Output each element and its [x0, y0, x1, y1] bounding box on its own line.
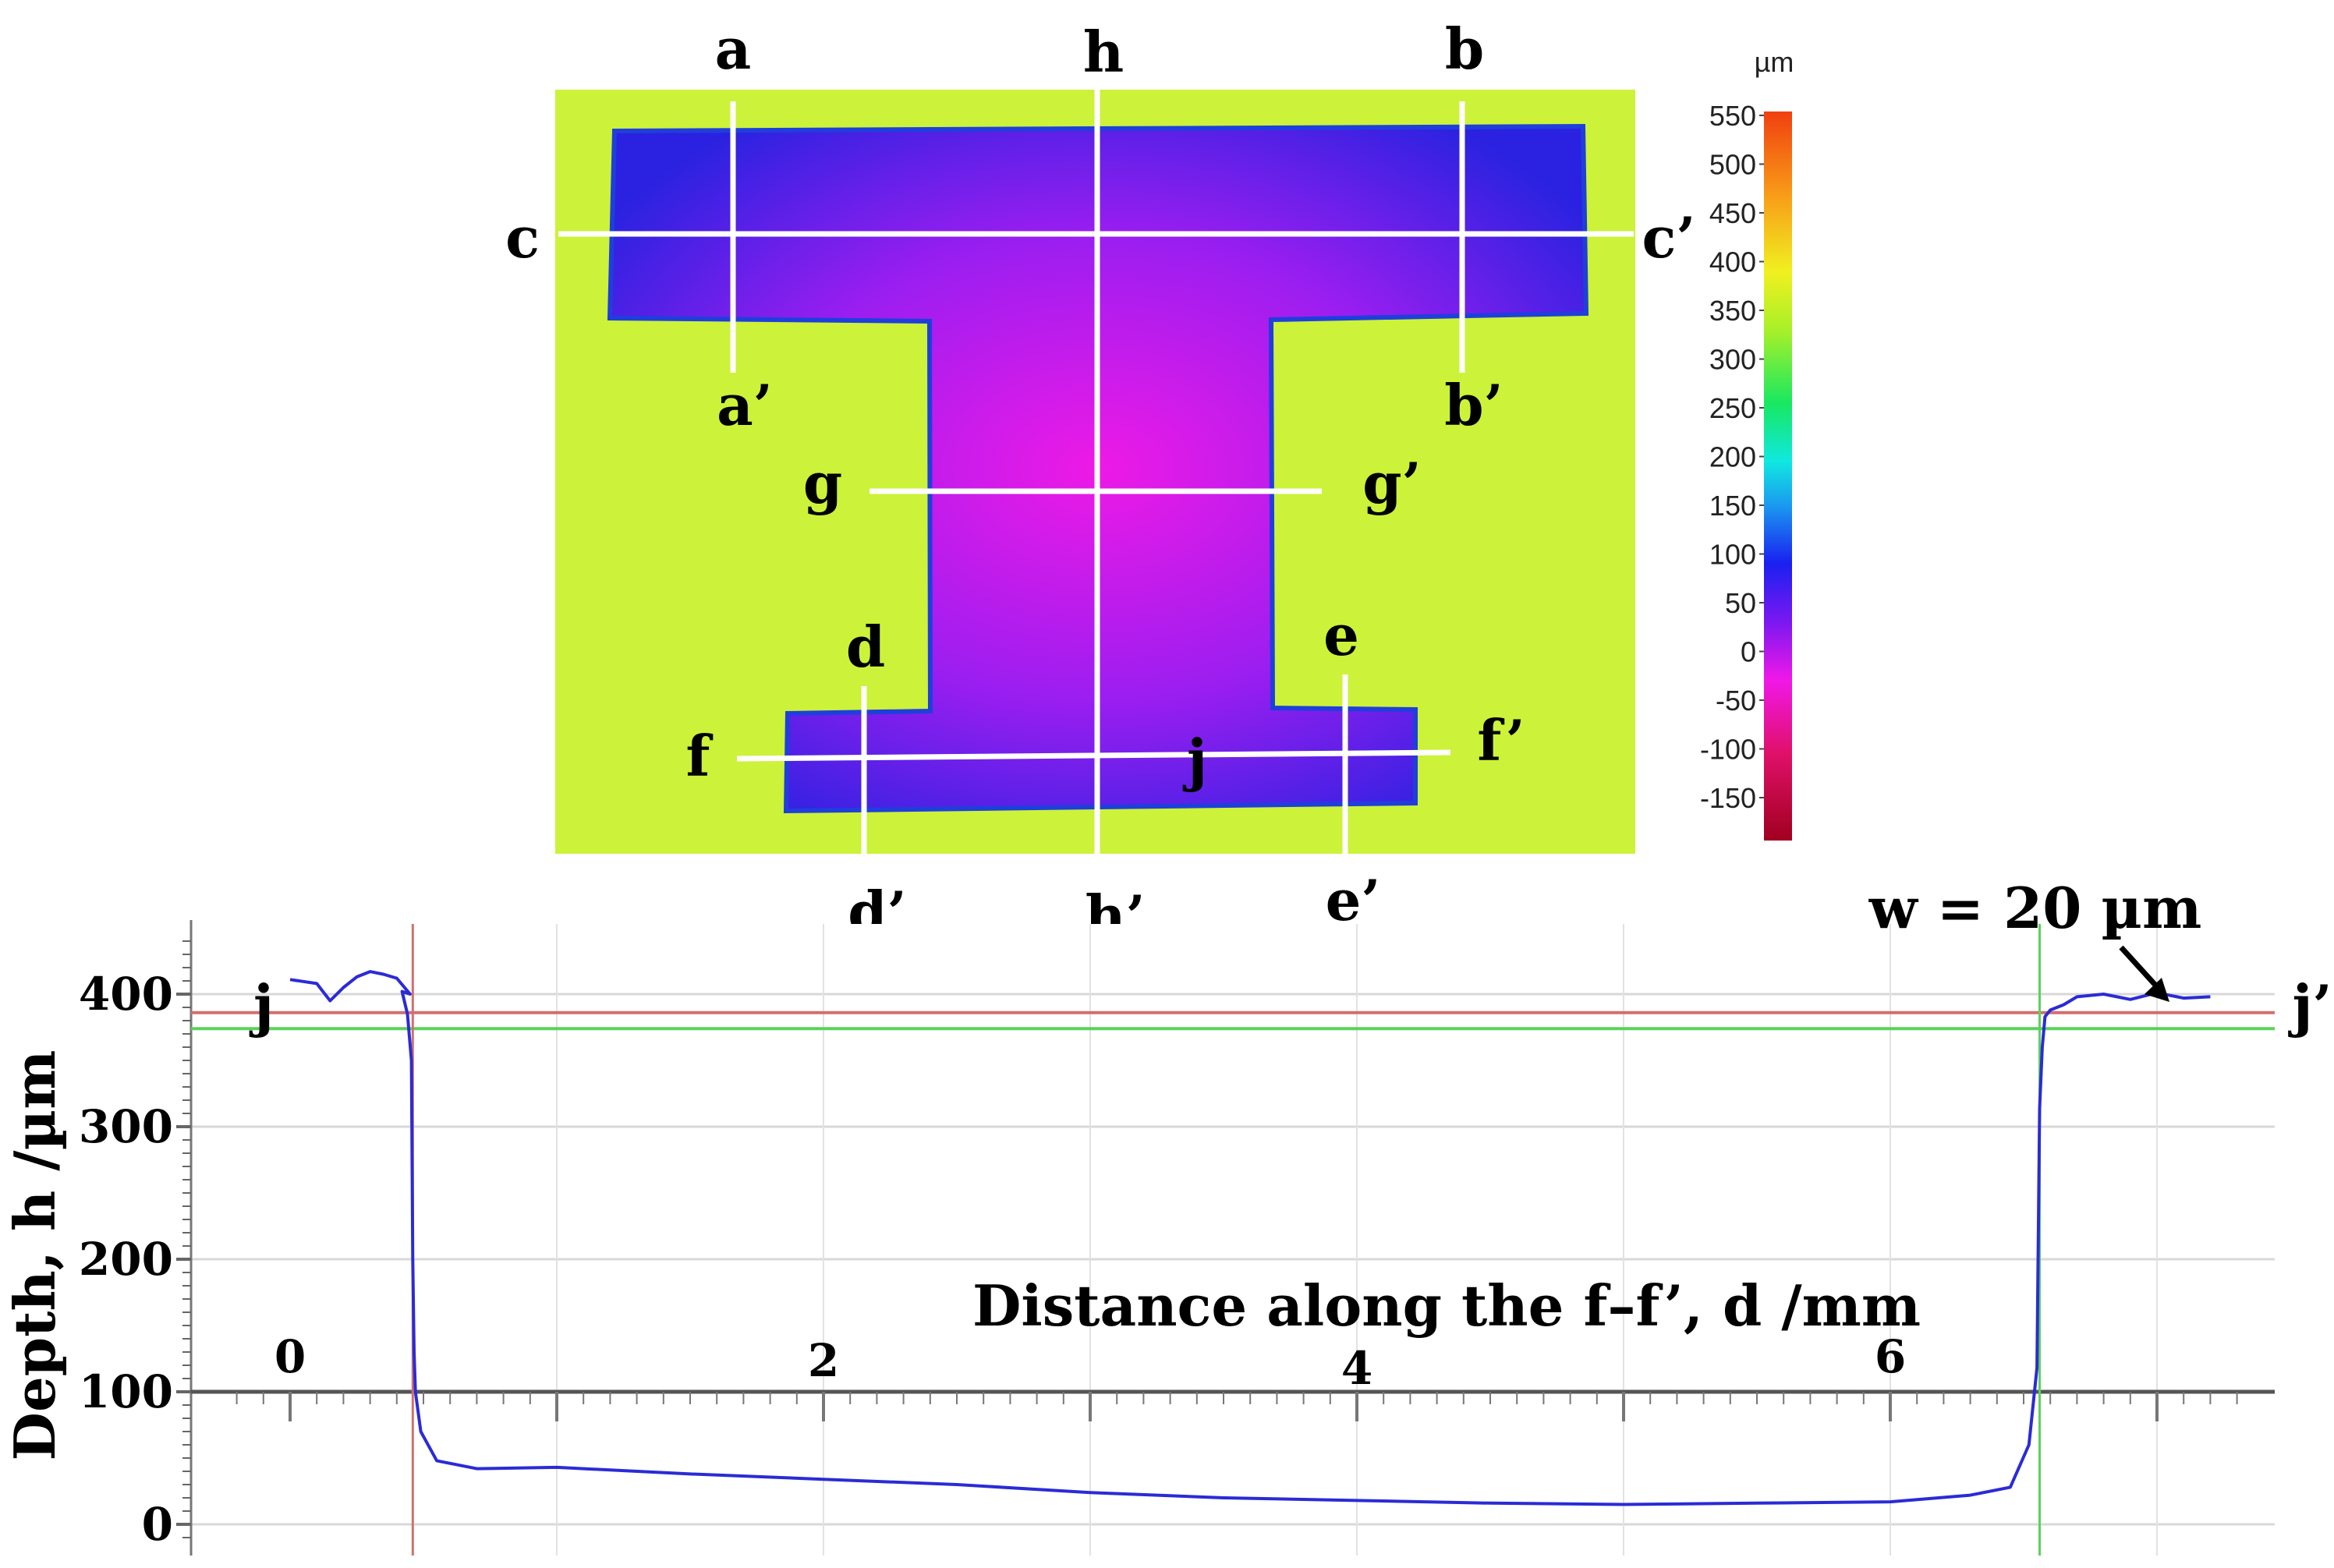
label-d: d — [846, 614, 885, 680]
color-scale-tick-label: -100 — [1700, 734, 1756, 766]
y-tick-label: 300 — [79, 1100, 173, 1153]
label-e: e — [1323, 602, 1359, 668]
label-g-end: g’ — [1362, 450, 1421, 516]
label-f-end: f’ — [1477, 707, 1525, 773]
x-tick-label: 0 — [274, 1330, 306, 1383]
color-scale-tick-label: 500 — [1709, 149, 1756, 181]
x-tick-label: 4 — [1341, 1342, 1372, 1395]
color-scale-tick-label: 0 — [1741, 636, 1756, 668]
measure-lines — [558, 90, 1634, 854]
y-axis: 400 300 200 100 0 — [79, 920, 193, 1556]
color-scale-tick-label: 150 — [1709, 490, 1756, 522]
depth-profile-line — [289, 970, 2211, 1506]
annotation-arrow — [2119, 945, 2162, 993]
color-scale-tick-label: 400 — [1709, 246, 1756, 278]
label-c: c — [505, 204, 540, 271]
color-scale-tick-label: 200 — [1709, 441, 1756, 473]
profile-start-label: j — [249, 972, 274, 1039]
line-f — [736, 749, 1451, 762]
color-scale-tick-label: 250 — [1709, 392, 1756, 424]
x-axis-title: Distance along the f–f’, d /mm — [972, 1272, 1921, 1339]
label-j: j — [1182, 727, 1207, 793]
y-tick-label: 200 — [79, 1233, 173, 1286]
color-scale-bar — [1764, 111, 1792, 841]
label-b: b — [1445, 16, 1484, 82]
y-tick-label: 0 — [142, 1498, 173, 1551]
label-c-end: c’ — [1642, 204, 1696, 271]
x-tick-label: 6 — [1875, 1330, 1906, 1383]
y-axis-title: Depth, h /µm — [2, 1050, 68, 1461]
color-scale-tick-label: 550 — [1709, 100, 1756, 132]
line-labels: a h b c c’ a’ b’ g g’ d e f f’ j d’ h’ e… — [505, 16, 1695, 949]
color-scale-tick-label: 450 — [1709, 197, 1756, 229]
series-layer — [289, 970, 2211, 1506]
color-scale-unit: µm — [1755, 46, 1794, 78]
color-scale: µm 550500450400350300250200150100500-50-… — [1700, 46, 1794, 841]
y-tick-label: 400 — [79, 968, 173, 1021]
annotation-arrowhead — [2145, 978, 2169, 1002]
label-e-end: e’ — [1326, 867, 1381, 933]
label-a: a — [715, 16, 752, 82]
label-f: f — [686, 723, 714, 789]
depth-profile-chart: 400 300 200 100 0 0 2 4 6 Depth, h /µm Distance… — [2, 875, 2332, 1556]
color-scale-tick-label: 100 — [1709, 539, 1756, 571]
label-a-end: a’ — [717, 372, 773, 438]
chart-text: Depth, h /µm Distance along the f–f’, d … — [2, 875, 2332, 1460]
label-h: h — [1083, 19, 1124, 85]
profile-end-label: j’ — [2287, 972, 2332, 1039]
color-scale-tick-label: 300 — [1709, 344, 1756, 376]
plot-area — [189, 924, 2275, 1556]
x-tick-label: 2 — [808, 1334, 839, 1387]
color-scale-tick-label: 50 — [1725, 587, 1756, 619]
x-axis: 0 2 4 6 — [191, 1330, 2275, 1421]
label-g: g — [803, 450, 842, 516]
height-map: a h b c c’ a’ b’ g g’ d e f f’ j d’ h’ e… — [505, 16, 1695, 949]
color-scale-tick-label: 350 — [1709, 295, 1756, 327]
label-b-end: b’ — [1444, 372, 1503, 438]
color-scale-ticks: 550500450400350300250200150100500-50-100… — [1700, 100, 1764, 814]
color-scale-tick-label: -50 — [1716, 685, 1756, 717]
y-tick-label: 100 — [79, 1365, 173, 1418]
width-annotation: w = 20 µm — [1868, 875, 2202, 941]
color-scale-tick-label: -150 — [1700, 782, 1756, 814]
